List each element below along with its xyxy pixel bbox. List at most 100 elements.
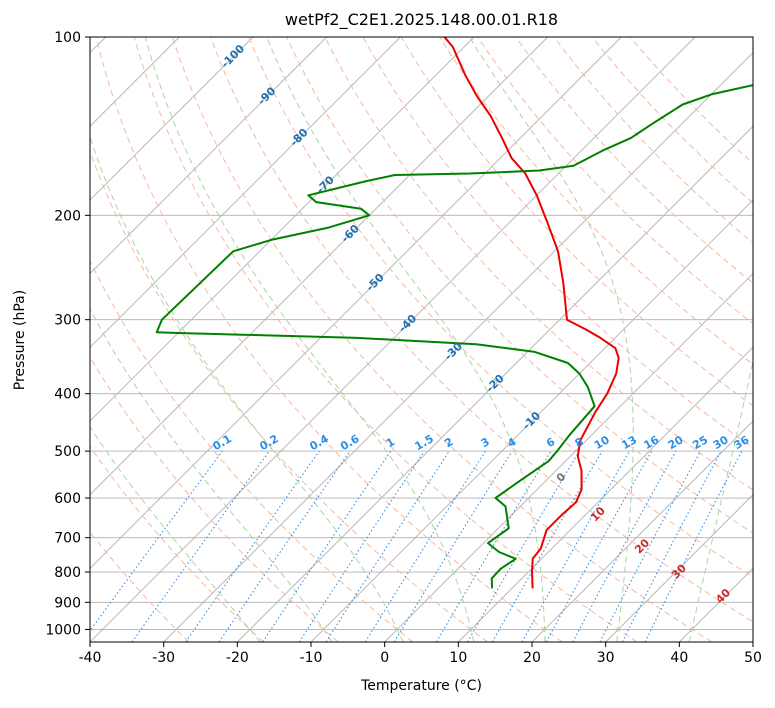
dry-adiabat-label: -20	[484, 372, 507, 395]
moist-adiabat-line	[144, 37, 475, 642]
mixing-ratio-line	[131, 450, 270, 642]
y-tick-label: 200	[54, 208, 81, 224]
isotherm-line	[90, 37, 622, 569]
x-tick-label: 0	[380, 650, 389, 666]
dry-adiabat-label: -50	[364, 271, 387, 294]
mixing-ratio-line	[572, 450, 677, 642]
mixing-ratio-label: 30	[711, 433, 731, 452]
y-tick-label: 1000	[45, 622, 81, 638]
isobars	[90, 214, 753, 630]
isotherm-line	[237, 125, 753, 642]
y-tick-label: 700	[54, 531, 81, 547]
isotherm-line	[531, 420, 753, 642]
isotherm-line	[90, 37, 548, 496]
y-tick-label: 900	[54, 595, 81, 611]
x-tick-label: -20	[226, 650, 249, 666]
x-tick-label: -10	[300, 650, 323, 666]
isotherms	[90, 37, 753, 642]
dry-adiabat-line	[90, 531, 190, 642]
mixing-ratio-label: 2	[442, 435, 455, 450]
isotherm-line	[90, 37, 475, 422]
y-tick-label: 300	[54, 313, 81, 329]
isotherm-line	[90, 37, 254, 201]
y-tick-label: 500	[54, 444, 81, 460]
y-tick-label: 600	[54, 491, 81, 507]
isotherm-line	[679, 567, 753, 642]
dry-adiabat-label: -90	[255, 84, 278, 107]
mixing-ratio-label: 3	[479, 435, 492, 450]
moist-adiabat-label: 30	[669, 561, 689, 581]
x-tick-label: 20	[523, 650, 541, 666]
mixing-ratio-line	[644, 450, 743, 642]
mixing-ratio-line	[185, 450, 320, 642]
mixing-ratio-label: 0.1	[210, 432, 233, 453]
dry-adiabat-line	[171, 37, 712, 642]
moist-adiabat-label: 10	[588, 504, 608, 524]
temperature-profile-line	[443, 37, 620, 589]
dry-adiabat-line	[95, 37, 563, 642]
isotherm-line	[90, 37, 327, 275]
isotherm-line	[163, 52, 753, 642]
isotherm-line	[752, 641, 753, 642]
dry-adiabat-line	[90, 150, 488, 642]
mixing-ratio-line	[298, 450, 425, 642]
mixing-ratio-line	[325, 450, 450, 642]
x-tick-label: 30	[597, 650, 615, 666]
mixing-ratio-label: 4	[505, 435, 518, 450]
moist-adiabat-line	[266, 37, 546, 642]
dry-adiabat-line	[515, 37, 753, 284]
dry-adiabat-line	[133, 37, 638, 642]
x-tick-label: 50	[744, 650, 762, 666]
mixing-ratio-label: 20	[666, 433, 686, 452]
dry-adiabat-label: -60	[339, 222, 362, 245]
moist-adiabat-label: 40	[713, 586, 733, 606]
y-tick-label: 400	[54, 387, 81, 403]
mixing-ratio-label: 13	[619, 433, 639, 452]
mixing-ratio-label: 1	[384, 435, 397, 450]
isotherm-line	[90, 37, 401, 348]
dry-adiabat-line	[210, 37, 753, 623]
mixing-ratio-line	[90, 450, 223, 632]
mixing-ratio-label: 0.4	[307, 432, 331, 453]
plot-frame	[89, 36, 754, 643]
mixing-ratio-lines	[90, 450, 743, 642]
isotherm-line	[605, 494, 753, 642]
isotherm-line	[458, 346, 753, 642]
moist-adiabat-line	[90, 135, 404, 642]
mixing-ratio-label: 6	[544, 435, 557, 450]
mixing-ratio-label: 0.6	[338, 432, 362, 453]
dry-adiabat-label: -80	[287, 126, 310, 149]
mixing-ratio-label: 16	[641, 433, 661, 452]
moist-adiabat-line	[469, 37, 634, 642]
mixing-ratio-line	[262, 450, 392, 642]
dewpoint-profile-line	[155, 84, 753, 589]
dry-adiabat-label: -10	[520, 409, 543, 432]
dry-adiabat-label: -40	[396, 312, 419, 335]
dry-adiabat-line	[553, 37, 753, 244]
dry-adiabat-line	[286, 37, 753, 534]
dry-adiabat-line	[324, 37, 753, 491]
mixing-ratio-label: 10	[592, 433, 612, 452]
dry-adiabats	[90, 37, 753, 642]
isotherm-line	[384, 273, 753, 642]
moist-adiabat-line	[688, 358, 753, 642]
dry-adiabat-line	[591, 37, 753, 204]
mixing-ratio-label: 36	[732, 433, 752, 452]
x-tick-label: 10	[449, 650, 467, 666]
y-tick-label: 800	[54, 565, 81, 581]
dry-adiabat-line	[248, 37, 753, 578]
mixing-ratio-line	[545, 450, 653, 642]
mixing-ratio-line	[364, 450, 486, 642]
dry-adiabat-label: -100	[219, 42, 248, 71]
mixing-ratio-label: 1.5	[413, 432, 436, 453]
y-tick-label: 100	[54, 30, 81, 46]
x-tick-label: 40	[670, 650, 688, 666]
chart-title: wetPf2_C2E1.2025.148.00.01.R18	[284, 10, 559, 29]
plot-area	[90, 37, 753, 642]
mixing-ratio-line	[393, 450, 513, 642]
mixing-ratio-line	[218, 450, 351, 642]
moist-adiabat-line	[90, 308, 333, 642]
x-tick-label: -30	[152, 650, 175, 666]
axes: -40 -30 -20 -10 0 10 20 30 40 5010020030040050060…	[45, 30, 762, 666]
